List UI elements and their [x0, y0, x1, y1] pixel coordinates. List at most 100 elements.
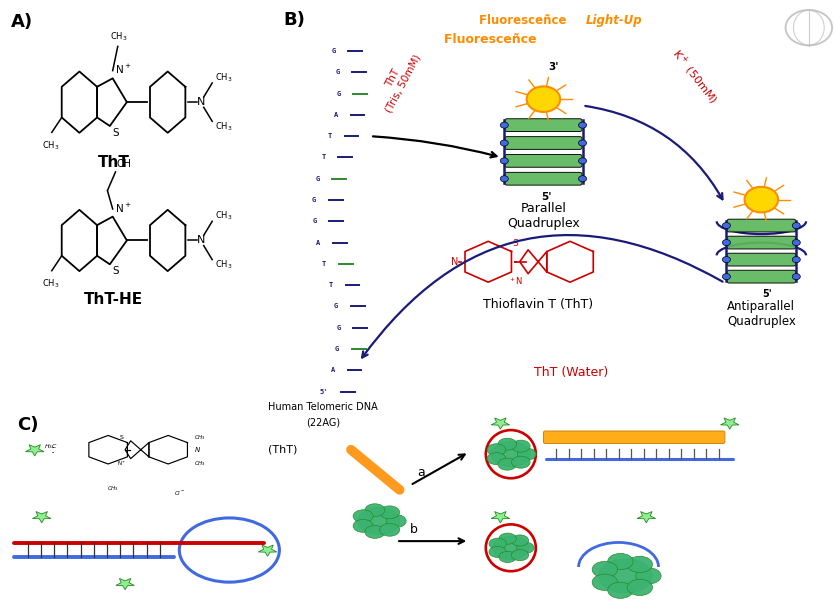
Polygon shape [637, 511, 656, 523]
FancyBboxPatch shape [727, 270, 796, 283]
Circle shape [500, 122, 509, 128]
Text: $H_3C$: $H_3C$ [44, 441, 58, 451]
Text: OH: OH [117, 159, 132, 169]
Text: b: b [410, 523, 418, 536]
Circle shape [792, 240, 801, 246]
Circle shape [722, 274, 731, 280]
Circle shape [489, 538, 506, 549]
Polygon shape [259, 545, 277, 556]
Circle shape [491, 441, 530, 467]
Text: Light-Up: Light-Up [585, 13, 642, 27]
FancyBboxPatch shape [505, 137, 582, 150]
Circle shape [498, 458, 516, 470]
Text: G: G [335, 346, 339, 352]
Polygon shape [33, 511, 51, 523]
Text: ThT
(Tris, 50mM): ThT (Tris, 50mM) [374, 47, 423, 114]
Polygon shape [26, 444, 44, 456]
Circle shape [353, 510, 373, 523]
Circle shape [511, 550, 529, 561]
FancyBboxPatch shape [727, 237, 796, 249]
Circle shape [627, 579, 652, 595]
Text: K$^+$ (50mM): K$^+$ (50mM) [668, 46, 721, 107]
Circle shape [500, 176, 509, 182]
Text: a: a [417, 466, 425, 478]
Text: CH$_3$: CH$_3$ [43, 140, 60, 152]
Text: G: G [336, 91, 340, 97]
Text: N: N [197, 235, 205, 246]
Circle shape [517, 448, 536, 460]
Circle shape [511, 535, 529, 546]
Circle shape [353, 519, 373, 533]
Circle shape [487, 444, 505, 456]
FancyBboxPatch shape [544, 431, 725, 443]
Text: A: A [334, 112, 338, 118]
Text: Parallel
Quadruplex: Parallel Quadruplex [507, 202, 580, 230]
Circle shape [487, 452, 505, 465]
Text: ThT-HE: ThT-HE [84, 292, 143, 306]
Text: Antiparallel
Quadruplex: Antiparallel Quadruplex [727, 300, 796, 328]
Circle shape [379, 523, 399, 536]
Text: G: G [331, 48, 335, 54]
Circle shape [379, 506, 399, 519]
Circle shape [792, 223, 801, 229]
Polygon shape [491, 418, 510, 429]
Circle shape [722, 223, 731, 229]
Text: S: S [512, 239, 518, 248]
Text: $^+$N: $^+$N [508, 275, 523, 287]
Text: Thioflavin T (ThT): Thioflavin T (ThT) [483, 298, 593, 311]
Text: A: A [316, 240, 320, 246]
Text: CH$_3$: CH$_3$ [215, 259, 233, 271]
Text: CH$_3$: CH$_3$ [215, 71, 233, 84]
FancyBboxPatch shape [727, 253, 796, 266]
Circle shape [745, 187, 778, 212]
Text: Human Telomeric DNA: Human Telomeric DNA [268, 402, 378, 412]
Circle shape [722, 257, 731, 263]
Text: 3': 3' [548, 61, 559, 72]
Polygon shape [116, 578, 134, 590]
Text: T: T [329, 282, 333, 288]
Circle shape [599, 559, 652, 593]
Text: G: G [335, 69, 339, 75]
Circle shape [498, 438, 516, 450]
FancyBboxPatch shape [505, 119, 582, 131]
Text: A: A [330, 367, 334, 373]
Circle shape [592, 574, 617, 590]
FancyBboxPatch shape [727, 219, 796, 232]
Text: G: G [315, 176, 319, 182]
Circle shape [608, 553, 633, 570]
Circle shape [500, 140, 509, 146]
Circle shape [579, 158, 586, 164]
Text: N: N [197, 97, 205, 107]
Circle shape [792, 257, 801, 263]
Circle shape [579, 176, 586, 182]
Circle shape [500, 158, 509, 164]
Text: CH$_3$: CH$_3$ [43, 278, 60, 291]
Text: ThT (Water): ThT (Water) [535, 366, 609, 379]
Text: $N$: $N$ [193, 445, 201, 454]
Text: N$^+$: N$^+$ [115, 63, 132, 76]
Text: Fluoresceñce: Fluoresceñce [480, 13, 570, 27]
Text: G: G [312, 197, 316, 203]
Text: CH$_3$: CH$_3$ [215, 210, 233, 222]
Text: T: T [321, 154, 325, 161]
Text: A): A) [12, 13, 33, 31]
Circle shape [792, 274, 801, 280]
Text: G: G [336, 325, 340, 331]
Circle shape [627, 556, 652, 573]
Circle shape [722, 240, 731, 246]
Text: Fluoresceñce: Fluoresceñce [444, 33, 540, 46]
Text: $CH_3$: $CH_3$ [107, 484, 118, 493]
Text: N$^+$: N$^+$ [115, 201, 132, 215]
Circle shape [636, 568, 661, 584]
Text: G: G [334, 303, 339, 309]
Circle shape [579, 140, 586, 146]
Polygon shape [491, 511, 510, 523]
Circle shape [499, 533, 516, 544]
Text: G: G [313, 218, 317, 224]
Circle shape [499, 551, 516, 562]
Text: CH$_3$: CH$_3$ [109, 31, 127, 43]
Circle shape [493, 536, 529, 559]
Text: S: S [112, 266, 118, 277]
FancyBboxPatch shape [505, 173, 582, 185]
Text: B): B) [284, 11, 305, 29]
